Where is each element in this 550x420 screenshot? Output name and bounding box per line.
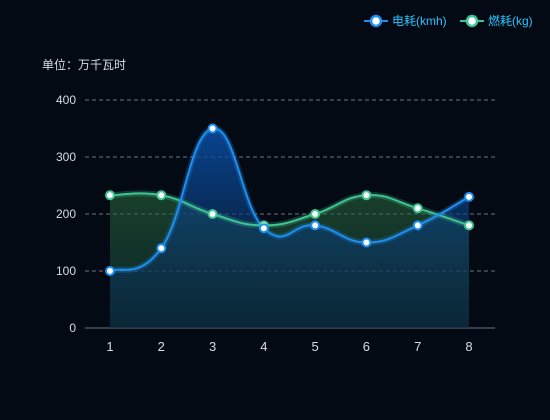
y-tick-label: 0 xyxy=(69,321,76,335)
legend-label-0: 电耗(kmh) xyxy=(392,14,447,28)
x-tick-label: 7 xyxy=(414,339,421,354)
legend-marker-1 xyxy=(465,14,479,28)
series-line-1 xyxy=(109,192,470,227)
legend: 电耗(kmh) 燃耗(kg) xyxy=(364,13,533,28)
data-point-s0-4[interactable] xyxy=(310,220,321,231)
unit-label: 单位：万千瓦时 xyxy=(42,57,126,72)
data-point-s0-0[interactable] xyxy=(105,266,115,276)
data-point-s0-1[interactable] xyxy=(156,243,167,254)
legend-marker-0 xyxy=(369,14,383,28)
x-tick-label: 1 xyxy=(106,339,113,354)
data-point-s1-4[interactable] xyxy=(310,209,321,219)
x-tick-label: 3 xyxy=(209,339,216,354)
data-point-s1-0[interactable] xyxy=(105,190,115,201)
data-point-s0-3[interactable] xyxy=(258,223,269,234)
x-tick-label: 2 xyxy=(158,339,165,354)
data-point-s1-6[interactable] xyxy=(412,203,423,214)
legend-label-1: 燃耗(kg) xyxy=(488,13,533,28)
legend-item-0[interactable]: 电耗(kmh) xyxy=(364,14,447,28)
data-point-s0-2[interactable] xyxy=(207,123,218,134)
data-point-s1-1[interactable] xyxy=(156,190,167,201)
data-point-s1-2[interactable] xyxy=(207,209,218,219)
point-layer xyxy=(105,123,474,276)
data-point-s1-5[interactable] xyxy=(361,190,372,201)
data-point-s0-5[interactable] xyxy=(361,237,372,248)
x-tick-label: 6 xyxy=(363,339,370,354)
data-point-s0-6[interactable] xyxy=(412,220,423,231)
label-layer: 0 100 200 300 400 1 2 3 4 5 6 7 8 xyxy=(56,93,473,354)
legend-item-1[interactable]: 燃耗(kg) xyxy=(460,13,533,28)
y-tick-label: 200 xyxy=(56,207,76,221)
x-tick-label: 8 xyxy=(465,339,472,354)
y-tick-label: 100 xyxy=(56,264,76,278)
data-point-s1-7[interactable] xyxy=(464,220,474,231)
x-tick-label: 4 xyxy=(260,339,267,354)
area-layer xyxy=(110,128,469,328)
x-tick-label: 5 xyxy=(312,339,319,354)
data-point-s0-7[interactable] xyxy=(464,191,474,202)
y-tick-label: 400 xyxy=(56,93,76,107)
series-area-0 xyxy=(110,128,469,328)
y-tick-label: 300 xyxy=(56,150,76,164)
